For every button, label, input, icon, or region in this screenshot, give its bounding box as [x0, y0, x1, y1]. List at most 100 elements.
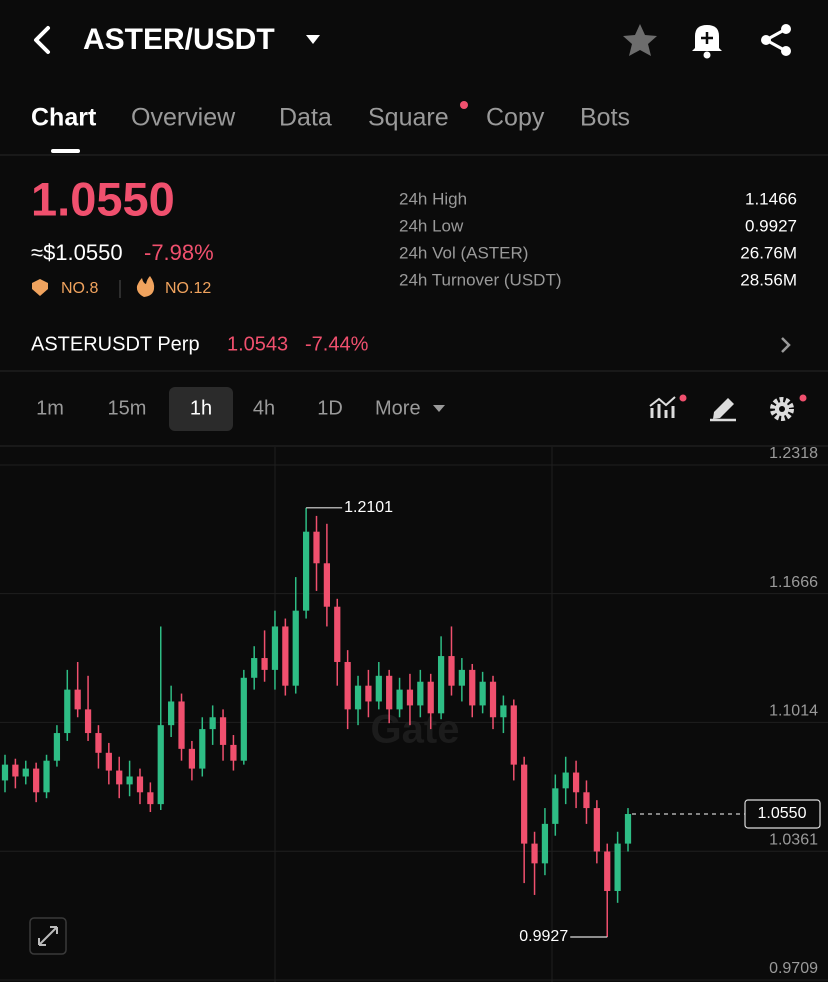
- tab[interactable]: Overview: [131, 104, 236, 132]
- candle-body: [74, 689, 81, 710]
- tab[interactable]: Chart: [31, 104, 97, 132]
- interval[interactable]: 1m: [36, 397, 64, 419]
- candlestick-chart: Gate 1.2318 1.1666 1.1014 1.0361 0.9709 1.210…: [0, 445, 828, 982]
- candle-body: [53, 733, 61, 761]
- candle-body: [126, 776, 133, 785]
- y-tick-label: 1.1014: [769, 703, 818, 720]
- candle-body: [510, 705, 517, 765]
- candle-body: [292, 610, 299, 686]
- watermark: Gate: [371, 708, 460, 752]
- candle-body: [323, 563, 330, 607]
- candle-body: [147, 792, 154, 805]
- perp-change: -7.44%: [305, 333, 369, 355]
- candle-body: [178, 701, 185, 749]
- tab[interactable]: Copy: [486, 104, 545, 132]
- interval[interactable]: 1h: [190, 397, 212, 419]
- candle-body: [313, 531, 320, 564]
- draw-icon[interactable]: [710, 398, 736, 422]
- stat-value: 26.76M: [740, 243, 797, 262]
- rank-icon: [32, 279, 48, 296]
- interval-more[interactable]: More: [375, 397, 421, 419]
- candle-body: [427, 681, 434, 714]
- candle-body: [562, 772, 569, 789]
- candle-body: [282, 626, 289, 686]
- candle-body: [43, 760, 50, 793]
- candle-body: [448, 656, 455, 686]
- candle-body: [261, 658, 268, 670]
- candle-body: [500, 705, 507, 718]
- candle-body: [12, 764, 19, 777]
- candle-body: [33, 768, 40, 793]
- candle-body: [136, 776, 144, 793]
- candle-body: [344, 661, 351, 710]
- candle-body: [354, 685, 362, 710]
- tab[interactable]: Data: [279, 104, 332, 132]
- favorite-icon[interactable]: [623, 24, 657, 56]
- pair-title[interactable]: ASTER/USDT: [83, 23, 275, 56]
- y-tick-label: 1.0361: [769, 832, 818, 849]
- last-price: 1.0550: [31, 172, 175, 225]
- interval[interactable]: 15m: [108, 397, 147, 419]
- y-tick-label: 0.9709: [769, 960, 818, 977]
- fullscreen-button[interactable]: [29, 917, 67, 955]
- settings-icon[interactable]: [770, 394, 807, 421]
- hot-icon: [136, 276, 155, 297]
- stat-value: 0.9927: [745, 216, 797, 235]
- candle-body: [458, 669, 465, 686]
- y-tick-label: 1.2318: [769, 445, 818, 462]
- candle-body: [271, 626, 279, 670]
- price-change: -7.98%: [144, 240, 214, 265]
- indicator-icon[interactable]: [649, 394, 687, 419]
- candle-body: [157, 725, 164, 805]
- stat-value: 28.56M: [740, 270, 797, 289]
- perp-name: ASTERUSDT Perp: [31, 333, 200, 355]
- stat-label: 24h Turnover (USDT): [399, 270, 562, 289]
- candle-body: [105, 752, 112, 771]
- candle-body: [334, 606, 341, 662]
- interval-selected-bg: [169, 387, 233, 431]
- candle-body: [614, 843, 621, 891]
- candle-body: [240, 677, 247, 761]
- back-button[interactable]: [34, 26, 50, 54]
- interval[interactable]: 1D: [317, 397, 343, 419]
- candle-body: [479, 681, 486, 706]
- candle-body: [64, 689, 71, 734]
- rank-badge: NO.8: [61, 280, 98, 297]
- candle-body: [22, 768, 29, 777]
- high-marker-label: 1.2101: [344, 499, 393, 516]
- y-tick-label: 1.1666: [769, 574, 818, 591]
- pair-dropdown[interactable]: [306, 35, 320, 44]
- stat-label: 24h High: [399, 189, 467, 208]
- tab[interactable]: Bots: [580, 104, 630, 132]
- more-dropdown[interactable]: [433, 405, 445, 412]
- share-icon[interactable]: [761, 24, 791, 56]
- alert-icon[interactable]: [692, 25, 722, 59]
- candle-body: [1, 764, 9, 781]
- interval[interactable]: 4h: [253, 397, 275, 419]
- candle-body: [593, 808, 600, 852]
- candle-body: [541, 823, 549, 864]
- candle-body: [199, 729, 206, 769]
- candle-body: [386, 675, 393, 710]
- candle-body: [396, 689, 403, 710]
- candle-body: [437, 656, 445, 714]
- candle-body: [417, 681, 424, 706]
- candle-body: [604, 851, 611, 891]
- candle-body: [469, 669, 476, 706]
- perp-price: 1.0543: [227, 333, 288, 355]
- candle-body: [552, 788, 559, 824]
- candle-body: [251, 658, 258, 678]
- candle-body: [209, 717, 216, 730]
- candle-body: [116, 770, 123, 785]
- hot-badge: NO.12: [165, 280, 211, 297]
- usd-price: ≈$1.0550: [31, 240, 123, 265]
- candle-body: [84, 709, 92, 734]
- candle-body: [489, 681, 497, 718]
- tab[interactable]: Square: [368, 104, 449, 132]
- stat-label: 24h Low: [399, 216, 464, 235]
- stat-label: 24h Vol (ASTER): [399, 243, 528, 262]
- perp-row[interactable]: ASTERUSDT Perp 1.0543 -7.44%: [31, 333, 791, 355]
